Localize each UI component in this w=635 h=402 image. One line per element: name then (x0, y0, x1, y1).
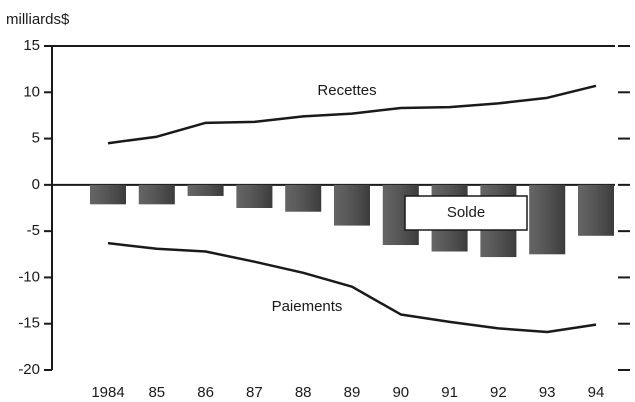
bar-shade (578, 184, 614, 236)
x-tick-label: 91 (441, 384, 458, 401)
series-label: Recettes (317, 82, 376, 99)
bar-shade (138, 184, 175, 205)
y-axis-label: milliards$ (6, 11, 70, 28)
bar-shade (334, 184, 370, 226)
y-tick-label: -10 (18, 268, 40, 285)
x-tick-label: 93 (539, 384, 556, 401)
x-tick-label: 89 (344, 384, 361, 401)
x-tick-label: 88 (295, 384, 312, 401)
y-tick-label: 10 (23, 83, 40, 100)
y-tick-label: 5 (32, 130, 40, 147)
series-label: Solde (447, 204, 485, 221)
bar-shade (529, 184, 566, 255)
x-tick-label: 1984 (91, 384, 124, 401)
x-tick-label: 85 (148, 384, 165, 401)
bar-shade (285, 184, 322, 212)
series-label: Paiements (272, 298, 343, 315)
x-tick-label: 90 (392, 384, 409, 401)
bar-shade (90, 184, 126, 205)
y-tick-label: -15 (18, 315, 40, 332)
x-tick-label: 92 (490, 384, 507, 401)
y-tick-label: -20 (18, 361, 40, 378)
line (107, 241, 597, 334)
y-tick-label: 0 (32, 176, 40, 193)
y-tick-label: 15 (23, 37, 40, 54)
y-tick-label: -5 (27, 222, 40, 239)
x-tick-label: 94 (588, 384, 605, 401)
x-tick-label: 87 (246, 384, 263, 401)
x-tick-label: 86 (197, 384, 214, 401)
bar-shade (236, 184, 273, 208)
label-box (404, 195, 528, 231)
bar-shade (187, 184, 224, 196)
line (107, 84, 597, 145)
